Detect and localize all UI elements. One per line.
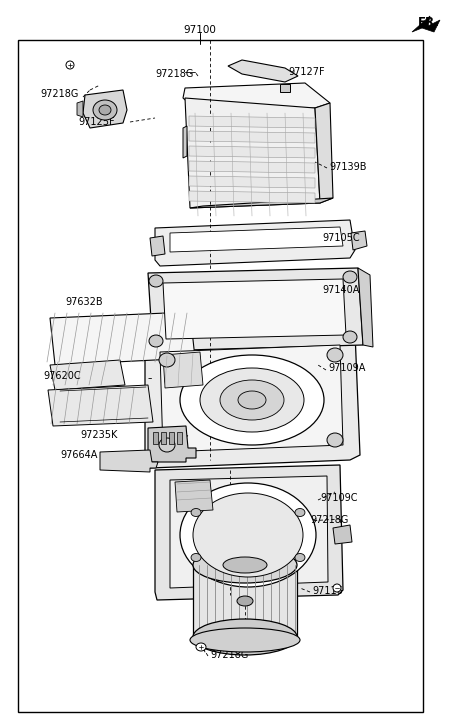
Polygon shape bbox=[192, 565, 296, 637]
Polygon shape bbox=[188, 146, 314, 158]
Ellipse shape bbox=[149, 275, 162, 287]
Text: 97235K: 97235K bbox=[80, 430, 117, 440]
Text: 97127F: 97127F bbox=[288, 67, 324, 77]
Text: 97140A: 97140A bbox=[321, 285, 359, 295]
Polygon shape bbox=[350, 231, 366, 250]
Ellipse shape bbox=[180, 355, 324, 445]
Text: 97218G: 97218G bbox=[40, 89, 78, 99]
Ellipse shape bbox=[332, 584, 340, 592]
Polygon shape bbox=[50, 360, 125, 390]
Ellipse shape bbox=[342, 331, 356, 343]
Ellipse shape bbox=[326, 348, 342, 362]
Ellipse shape bbox=[219, 380, 283, 420]
Ellipse shape bbox=[222, 557, 267, 573]
Polygon shape bbox=[162, 352, 202, 388]
Polygon shape bbox=[182, 83, 329, 113]
Polygon shape bbox=[332, 525, 351, 544]
Polygon shape bbox=[148, 268, 362, 351]
Polygon shape bbox=[411, 16, 439, 32]
Polygon shape bbox=[100, 450, 157, 472]
Polygon shape bbox=[170, 227, 342, 252]
Ellipse shape bbox=[342, 271, 356, 283]
Polygon shape bbox=[279, 84, 289, 92]
Bar bbox=[18, 40, 422, 712]
Polygon shape bbox=[190, 198, 332, 208]
Ellipse shape bbox=[191, 553, 201, 561]
Ellipse shape bbox=[196, 643, 206, 651]
Ellipse shape bbox=[99, 105, 111, 115]
Ellipse shape bbox=[149, 335, 162, 347]
Text: 97100: 97100 bbox=[183, 25, 216, 35]
Ellipse shape bbox=[294, 553, 304, 561]
Ellipse shape bbox=[159, 438, 175, 452]
Text: 97125F: 97125F bbox=[78, 117, 114, 127]
Text: 97632B: 97632B bbox=[65, 297, 102, 307]
Text: 97664A: 97664A bbox=[60, 450, 97, 460]
Text: FR.: FR. bbox=[417, 15, 439, 28]
Bar bbox=[161, 432, 166, 444]
Ellipse shape bbox=[180, 483, 315, 587]
Polygon shape bbox=[357, 268, 372, 347]
Ellipse shape bbox=[238, 391, 265, 409]
Text: 97218G: 97218G bbox=[155, 69, 193, 79]
Polygon shape bbox=[188, 176, 314, 188]
Text: 97109A: 97109A bbox=[327, 363, 364, 373]
Text: 97105C: 97105C bbox=[321, 233, 359, 243]
Polygon shape bbox=[155, 465, 342, 600]
Polygon shape bbox=[150, 236, 165, 256]
Ellipse shape bbox=[66, 61, 74, 69]
Polygon shape bbox=[160, 345, 342, 452]
Polygon shape bbox=[145, 332, 359, 468]
Polygon shape bbox=[48, 385, 153, 426]
Polygon shape bbox=[148, 426, 196, 462]
Bar bbox=[153, 432, 157, 444]
Polygon shape bbox=[182, 126, 187, 158]
Polygon shape bbox=[188, 131, 314, 143]
Bar bbox=[169, 432, 174, 444]
Ellipse shape bbox=[222, 629, 267, 645]
Polygon shape bbox=[162, 279, 345, 339]
Text: 97218G: 97218G bbox=[210, 650, 248, 660]
Text: 97218G: 97218G bbox=[309, 515, 348, 525]
Bar bbox=[177, 432, 182, 444]
Polygon shape bbox=[188, 191, 314, 203]
Polygon shape bbox=[188, 116, 314, 128]
Polygon shape bbox=[77, 101, 83, 117]
Ellipse shape bbox=[190, 628, 299, 652]
Ellipse shape bbox=[159, 353, 175, 367]
Polygon shape bbox=[155, 220, 354, 266]
Polygon shape bbox=[228, 60, 298, 82]
Ellipse shape bbox=[192, 547, 296, 583]
Ellipse shape bbox=[192, 493, 302, 577]
Text: 97620C: 97620C bbox=[43, 371, 81, 381]
Polygon shape bbox=[83, 90, 127, 128]
Ellipse shape bbox=[326, 433, 342, 447]
Text: 97116: 97116 bbox=[311, 586, 342, 596]
Ellipse shape bbox=[294, 508, 304, 516]
Polygon shape bbox=[188, 161, 314, 173]
Polygon shape bbox=[175, 480, 212, 512]
Ellipse shape bbox=[237, 596, 253, 606]
Polygon shape bbox=[185, 98, 319, 208]
Polygon shape bbox=[170, 476, 327, 588]
Polygon shape bbox=[314, 103, 332, 203]
Text: 97139B: 97139B bbox=[328, 162, 366, 172]
Polygon shape bbox=[50, 312, 195, 365]
Ellipse shape bbox=[93, 100, 117, 120]
Text: 97109C: 97109C bbox=[319, 493, 357, 503]
Ellipse shape bbox=[200, 368, 303, 432]
Ellipse shape bbox=[192, 619, 296, 655]
Ellipse shape bbox=[191, 508, 201, 516]
